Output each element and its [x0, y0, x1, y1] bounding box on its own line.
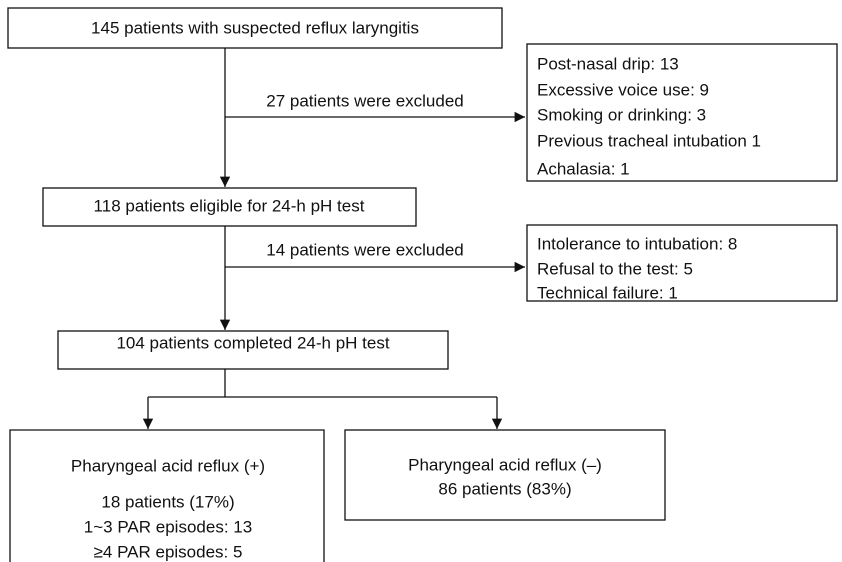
- outcome-line: 1~3 PAR episodes: 13: [84, 517, 252, 536]
- node-box: [42, 187, 417, 227]
- reason: Previous tracheal intubation 1: [537, 131, 761, 150]
- outcome-title: Pharyngeal acid reflux (+): [71, 456, 265, 475]
- exclusion-label: 14 patients were excluded: [266, 240, 464, 259]
- node-label: 104 patients completed 24-h pH test: [116, 333, 389, 352]
- reason: Excessive voice use: 9: [537, 80, 709, 99]
- exclusion-box: [526, 43, 838, 182]
- reason: Intolerance to intubation: 8: [537, 234, 737, 253]
- reason: Post-nasal drip: 13: [537, 54, 679, 73]
- outcome-line: ≥4 PAR episodes: 5: [94, 542, 243, 561]
- exclusion-label: 27 patients were excluded: [266, 91, 464, 110]
- node-label: 145 patients with suspected reflux laryn…: [91, 18, 419, 37]
- outcome-line: 86 patients (83%): [438, 479, 571, 498]
- node-box: [7, 7, 503, 49]
- outcome-line: 18 patients (17%): [101, 492, 234, 511]
- exclusion-box: [526, 224, 838, 302]
- node-label: 118 patients eligible for 24-h pH test: [94, 196, 365, 215]
- reason: Achalasia: 1: [537, 159, 630, 178]
- reason: Refusal to the test: 5: [537, 259, 693, 278]
- reason: Smoking or drinking: 3: [537, 105, 706, 124]
- node-box: [57, 330, 449, 370]
- outcome-box: [9, 429, 325, 562]
- outcome-box: [344, 429, 666, 521]
- outcome-title: Pharyngeal acid reflux (–): [408, 455, 602, 474]
- reason: Technical failure: 1: [537, 283, 678, 302]
